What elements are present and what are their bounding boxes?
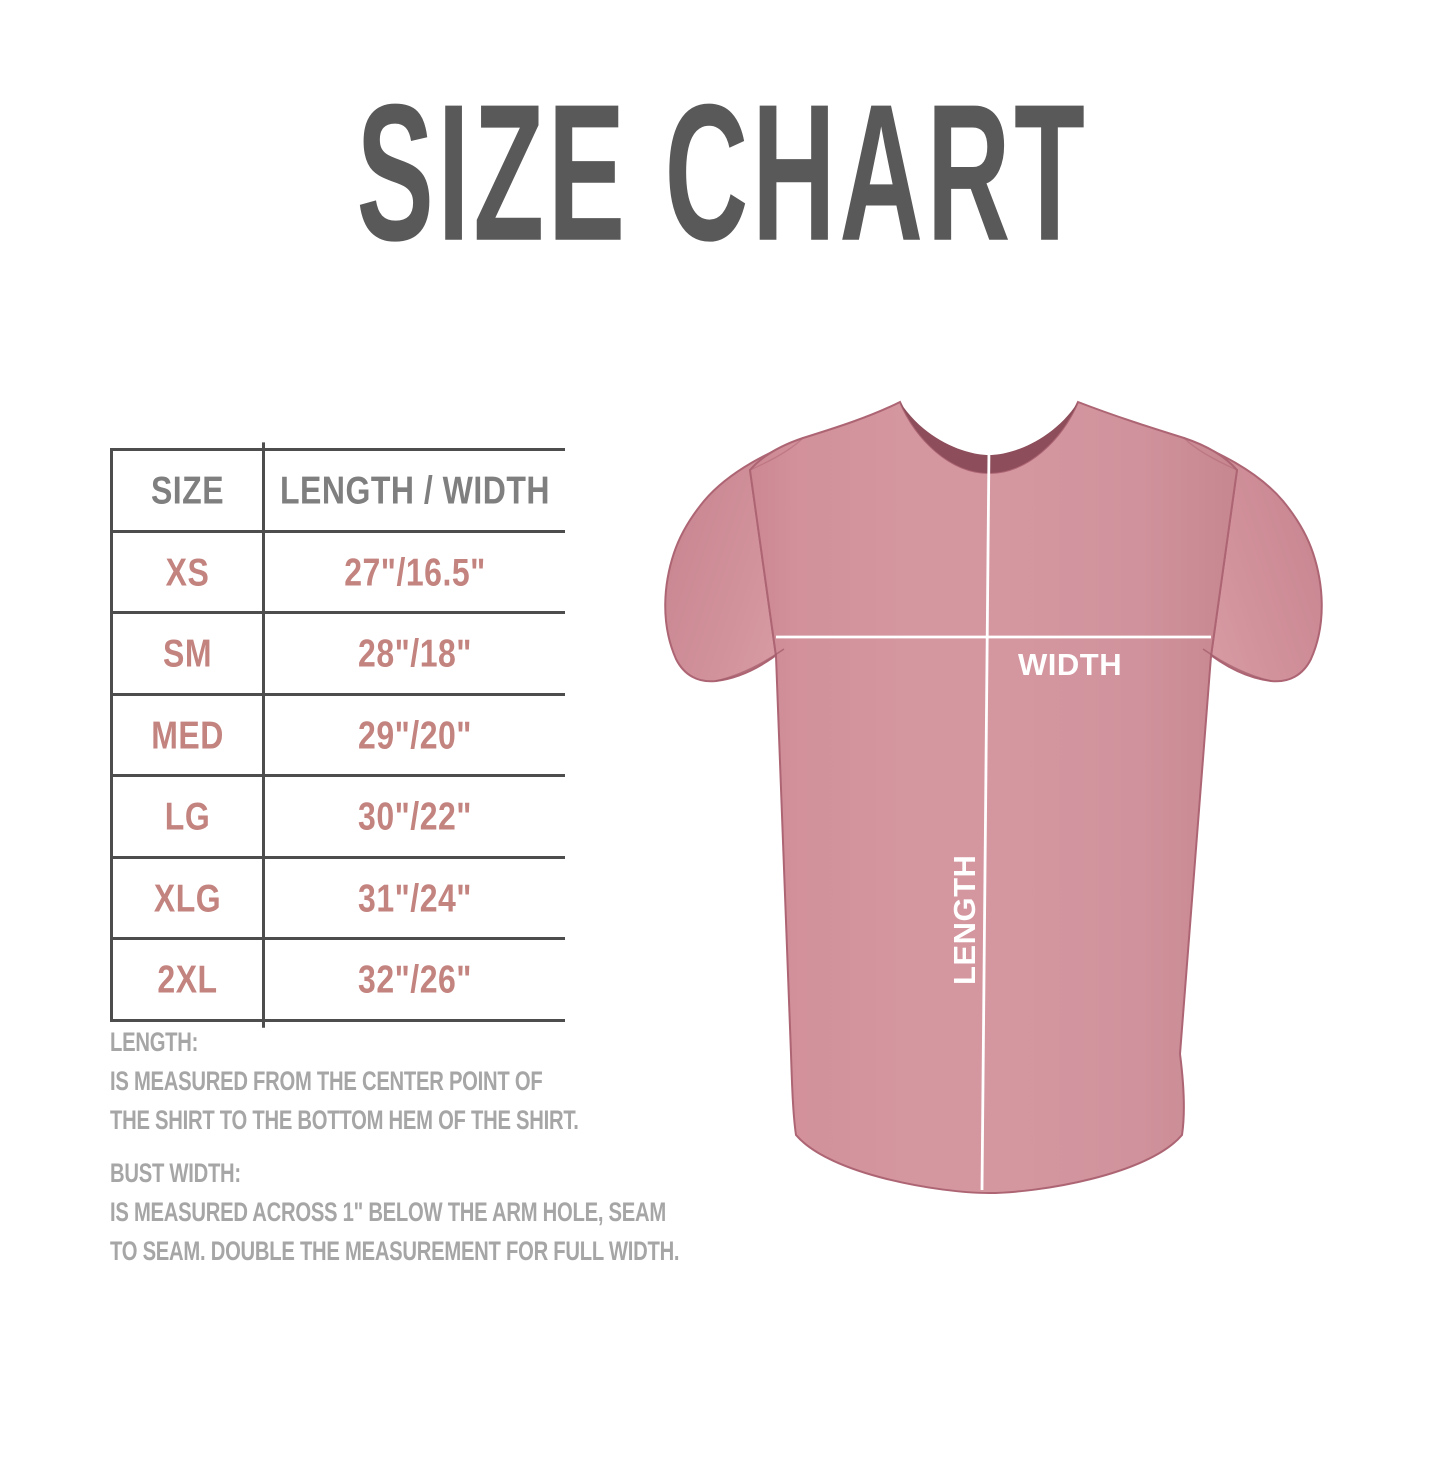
svg-text:WIDTH: WIDTH	[1018, 647, 1122, 682]
svg-text:LENGTH: LENGTH	[947, 855, 982, 985]
